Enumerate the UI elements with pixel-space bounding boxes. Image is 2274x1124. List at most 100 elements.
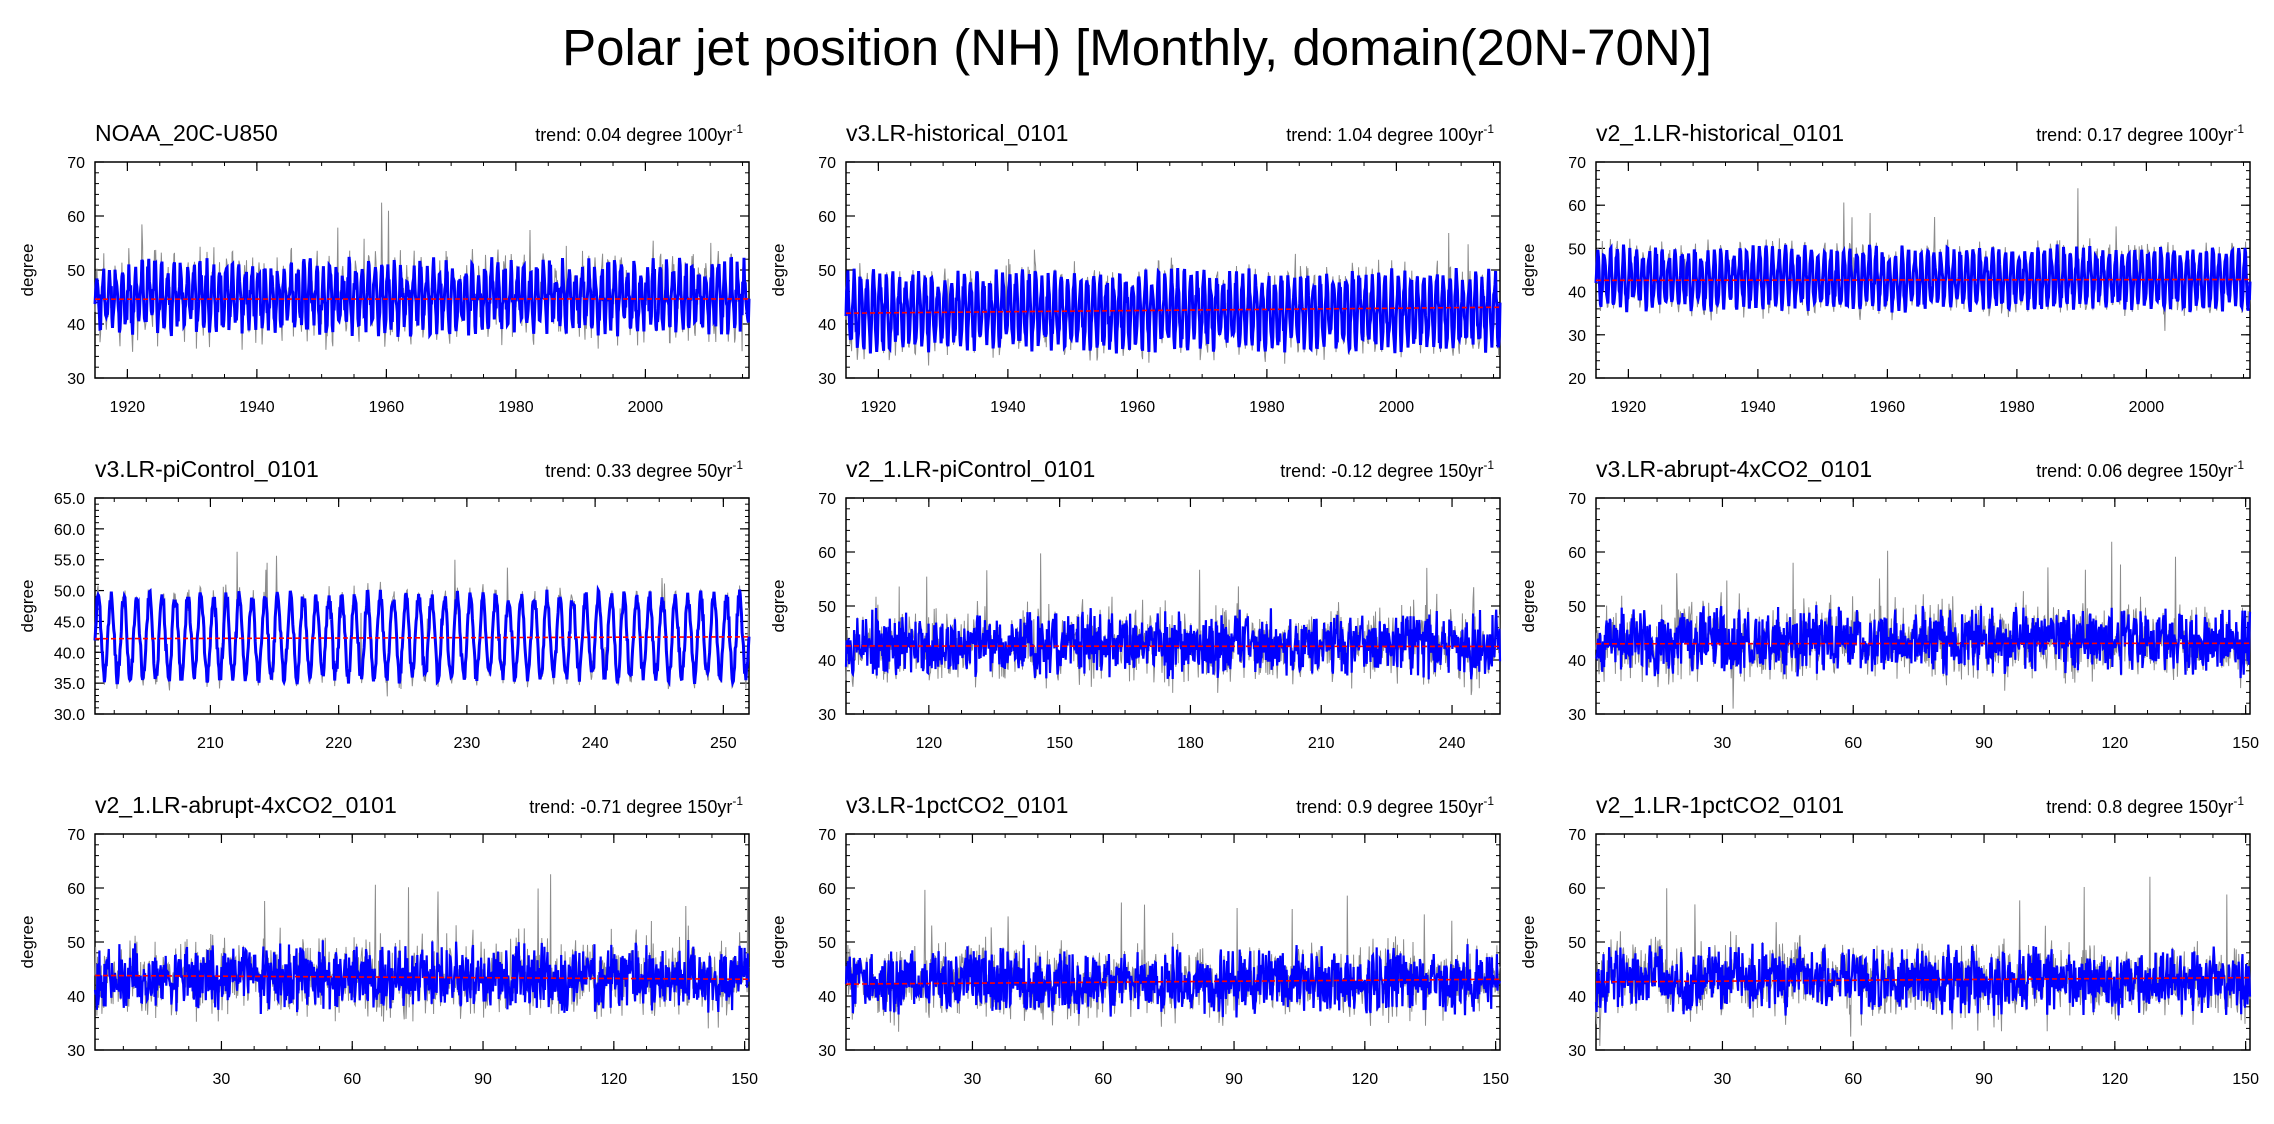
y-tick-label: 40 bbox=[1568, 285, 1586, 302]
y-tick-label: 40.0 bbox=[54, 645, 85, 662]
x-tick-label: 90 bbox=[1225, 1071, 1243, 1088]
x-tick-label: 1940 bbox=[1740, 399, 1776, 416]
y-tick-label: 40 bbox=[1568, 989, 1586, 1006]
chart-panel: 30 60 90 120 150 30 40 50 60 70 degree v2_1.LR-abru… bbox=[18, 792, 758, 1088]
x-tick-label: 220 bbox=[325, 735, 352, 752]
y-axis-label: degree bbox=[769, 580, 788, 633]
panel-title: NOAA_20C-U850 bbox=[95, 120, 278, 146]
x-tick-label: 1960 bbox=[1870, 399, 1906, 416]
trend-exponent: -1 bbox=[732, 794, 743, 808]
y-tick-label: 70 bbox=[818, 827, 836, 844]
y-tick-label: 50 bbox=[1568, 935, 1586, 952]
trend-exponent: -1 bbox=[2233, 122, 2244, 136]
x-tick-label: 2000 bbox=[2129, 399, 2165, 416]
y-tick-label: 50 bbox=[818, 599, 836, 616]
y-tick-label: 40 bbox=[67, 989, 85, 1006]
x-tick-label: 180 bbox=[1177, 735, 1204, 752]
panel-title: v2_1.LR-abrupt-4xCO2_0101 bbox=[95, 792, 397, 818]
trend-line bbox=[94, 974, 750, 981]
trend-text: trend: 1.04 degree 100yr bbox=[1286, 125, 1483, 145]
y-axis-label: degree bbox=[1519, 244, 1538, 297]
chart-panel: 210 220 230 240 250 30.0 35.0 40.0 45.0 50.0 55.0 6… bbox=[18, 456, 751, 752]
y-axis-label: degree bbox=[769, 916, 788, 969]
x-tick-label: 90 bbox=[1975, 1071, 1993, 1088]
x-tick-label: 230 bbox=[454, 735, 481, 752]
trend-text: trend: -0.12 degree 150yr bbox=[1280, 461, 1483, 481]
trend-text: trend: 0.06 degree 150yr bbox=[2036, 461, 2233, 481]
x-tick-label: 240 bbox=[582, 735, 609, 752]
x-tick-label: 120 bbox=[600, 1071, 627, 1088]
x-tick-label: 150 bbox=[1046, 735, 1073, 752]
trend-line bbox=[1595, 642, 2251, 645]
y-axis-label: degree bbox=[18, 244, 37, 297]
x-tick-label: 60 bbox=[1094, 1071, 1112, 1088]
chart-panel: 30 60 90 120 150 30 40 50 60 70 degree v3.LR-1pctCO… bbox=[769, 792, 1509, 1088]
y-tick-label: 70 bbox=[1568, 155, 1586, 172]
y-tick-label: 30 bbox=[1568, 1043, 1586, 1060]
x-tick-label: 150 bbox=[1482, 1071, 1509, 1088]
y-tick-label: 50.0 bbox=[54, 584, 85, 601]
y-tick-label: 70 bbox=[818, 155, 836, 172]
trend-exponent: -1 bbox=[1483, 794, 1494, 808]
x-tick-label: 60 bbox=[1844, 1071, 1862, 1088]
x-tick-label: 1920 bbox=[110, 399, 146, 416]
trend-line bbox=[845, 978, 1501, 985]
y-tick-label: 50 bbox=[67, 935, 85, 952]
y-tick-label: 40 bbox=[818, 989, 836, 1006]
x-tick-label: 1940 bbox=[990, 399, 1026, 416]
trend-line bbox=[845, 306, 1501, 314]
x-tick-label: 1980 bbox=[498, 399, 534, 416]
x-tick-label: 210 bbox=[1308, 735, 1335, 752]
series-line bbox=[844, 607, 1502, 680]
trend-label: trend: 1.04 degree 100yr-1 bbox=[1286, 122, 1494, 145]
panel-title: v2_1.LR-piControl_0101 bbox=[846, 456, 1095, 482]
trend-line bbox=[1595, 976, 2251, 983]
x-tick-label: 1920 bbox=[861, 399, 897, 416]
plot-frame bbox=[94, 497, 750, 715]
panel-title: v3.LR-piControl_0101 bbox=[95, 456, 319, 482]
y-tick-label: 40 bbox=[67, 317, 85, 334]
y-tick-label: 30 bbox=[818, 371, 836, 388]
chart-panel: 1920 1940 1960 1980 2000 30 40 50 60 70 degree NOAA… bbox=[18, 120, 751, 416]
trend-exponent: -1 bbox=[732, 458, 743, 472]
x-tick-label: 120 bbox=[1351, 1071, 1378, 1088]
y-tick-label: 60 bbox=[1568, 545, 1586, 562]
x-tick-label: 250 bbox=[710, 735, 737, 752]
trend-label: trend: 0.06 degree 150yr-1 bbox=[2036, 458, 2244, 481]
y-tick-label: 60 bbox=[67, 881, 85, 898]
trend-exponent: -1 bbox=[2233, 458, 2244, 472]
y-axis-label: degree bbox=[18, 916, 37, 969]
trend-exponent: -1 bbox=[732, 122, 743, 136]
series-line bbox=[1595, 605, 2252, 679]
trend-label: trend: 0.8 degree 150yr-1 bbox=[2046, 794, 2244, 817]
x-tick-label: 60 bbox=[343, 1071, 361, 1088]
panel-title: v2_1.LR-historical_0101 bbox=[1596, 120, 1844, 146]
x-tick-label: 240 bbox=[1439, 735, 1466, 752]
y-axis-label: degree bbox=[18, 580, 37, 633]
x-tick-label: 1980 bbox=[1249, 399, 1285, 416]
x-tick-label: 150 bbox=[2232, 735, 2259, 752]
y-tick-label: 30.0 bbox=[54, 707, 85, 724]
x-tick-label: 90 bbox=[1975, 735, 1993, 752]
trend-line bbox=[94, 636, 750, 640]
series-line bbox=[844, 267, 1502, 355]
figure-title: Polar jet position (NH) [Monthly, domain… bbox=[562, 19, 1712, 76]
x-tick-label: 1920 bbox=[1611, 399, 1647, 416]
trend-label: trend: -0.12 degree 150yr-1 bbox=[1280, 458, 1494, 481]
y-tick-label: 30 bbox=[67, 371, 85, 388]
y-tick-label: 40 bbox=[1568, 653, 1586, 670]
y-tick-label: 40 bbox=[818, 653, 836, 670]
y-tick-label: 50 bbox=[1568, 599, 1586, 616]
series-line bbox=[1594, 942, 2252, 1016]
y-tick-label: 35.0 bbox=[54, 676, 85, 693]
y-tick-label: 70 bbox=[67, 155, 85, 172]
trend-label: trend: 0.04 degree 100yr-1 bbox=[535, 122, 743, 145]
panel-title: v3.LR-historical_0101 bbox=[846, 120, 1068, 146]
x-tick-label: 1940 bbox=[239, 399, 275, 416]
trend-line bbox=[845, 645, 1501, 648]
trend-text: trend: 0.9 degree 150yr bbox=[1296, 797, 1483, 817]
y-tick-label: 60 bbox=[1568, 198, 1586, 215]
trend-exponent: -1 bbox=[2233, 794, 2244, 808]
x-tick-label: 30 bbox=[213, 1071, 231, 1088]
